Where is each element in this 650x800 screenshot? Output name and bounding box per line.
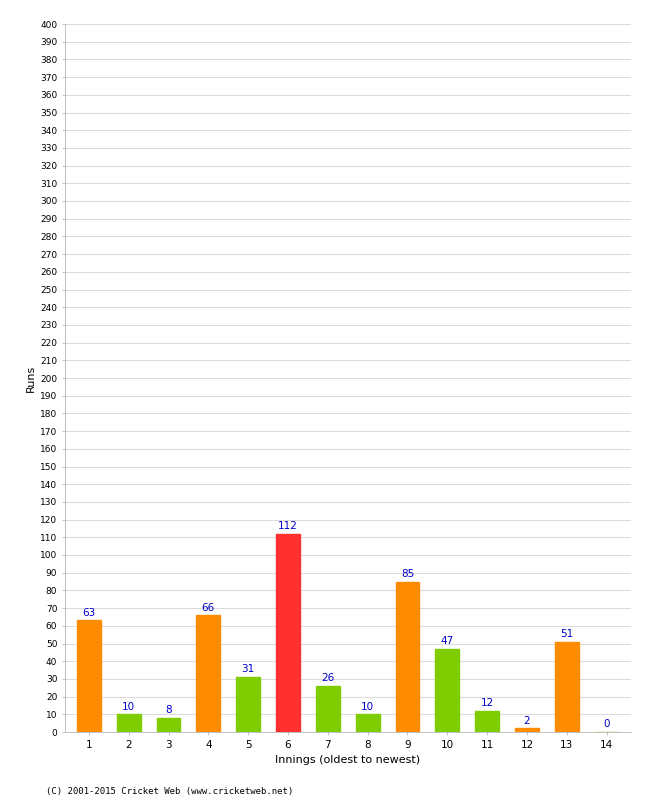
Bar bbox=[117, 714, 140, 732]
Y-axis label: Runs: Runs bbox=[26, 364, 36, 392]
Text: 85: 85 bbox=[401, 569, 414, 579]
Bar bbox=[316, 686, 340, 732]
Text: 12: 12 bbox=[480, 698, 494, 708]
Bar bbox=[436, 649, 460, 732]
Text: 63: 63 bbox=[83, 608, 96, 618]
Text: 10: 10 bbox=[122, 702, 135, 712]
Bar bbox=[475, 710, 499, 732]
Bar bbox=[515, 729, 539, 732]
Bar bbox=[196, 615, 220, 732]
Text: 47: 47 bbox=[441, 636, 454, 646]
Bar bbox=[276, 534, 300, 732]
Text: 26: 26 bbox=[321, 674, 335, 683]
Bar bbox=[236, 677, 260, 732]
Text: 112: 112 bbox=[278, 521, 298, 531]
Text: 10: 10 bbox=[361, 702, 374, 712]
Text: (C) 2001-2015 Cricket Web (www.cricketweb.net): (C) 2001-2015 Cricket Web (www.cricketwe… bbox=[46, 787, 292, 796]
X-axis label: Innings (oldest to newest): Innings (oldest to newest) bbox=[275, 755, 421, 765]
Text: 8: 8 bbox=[165, 705, 172, 715]
Bar bbox=[555, 642, 578, 732]
Bar bbox=[157, 718, 181, 732]
Bar bbox=[77, 621, 101, 732]
Bar bbox=[356, 714, 380, 732]
Text: 0: 0 bbox=[603, 719, 610, 730]
Text: 51: 51 bbox=[560, 629, 573, 639]
Text: 31: 31 bbox=[242, 665, 255, 674]
Text: 2: 2 bbox=[524, 716, 530, 726]
Bar bbox=[396, 582, 419, 732]
Text: 66: 66 bbox=[202, 602, 215, 613]
